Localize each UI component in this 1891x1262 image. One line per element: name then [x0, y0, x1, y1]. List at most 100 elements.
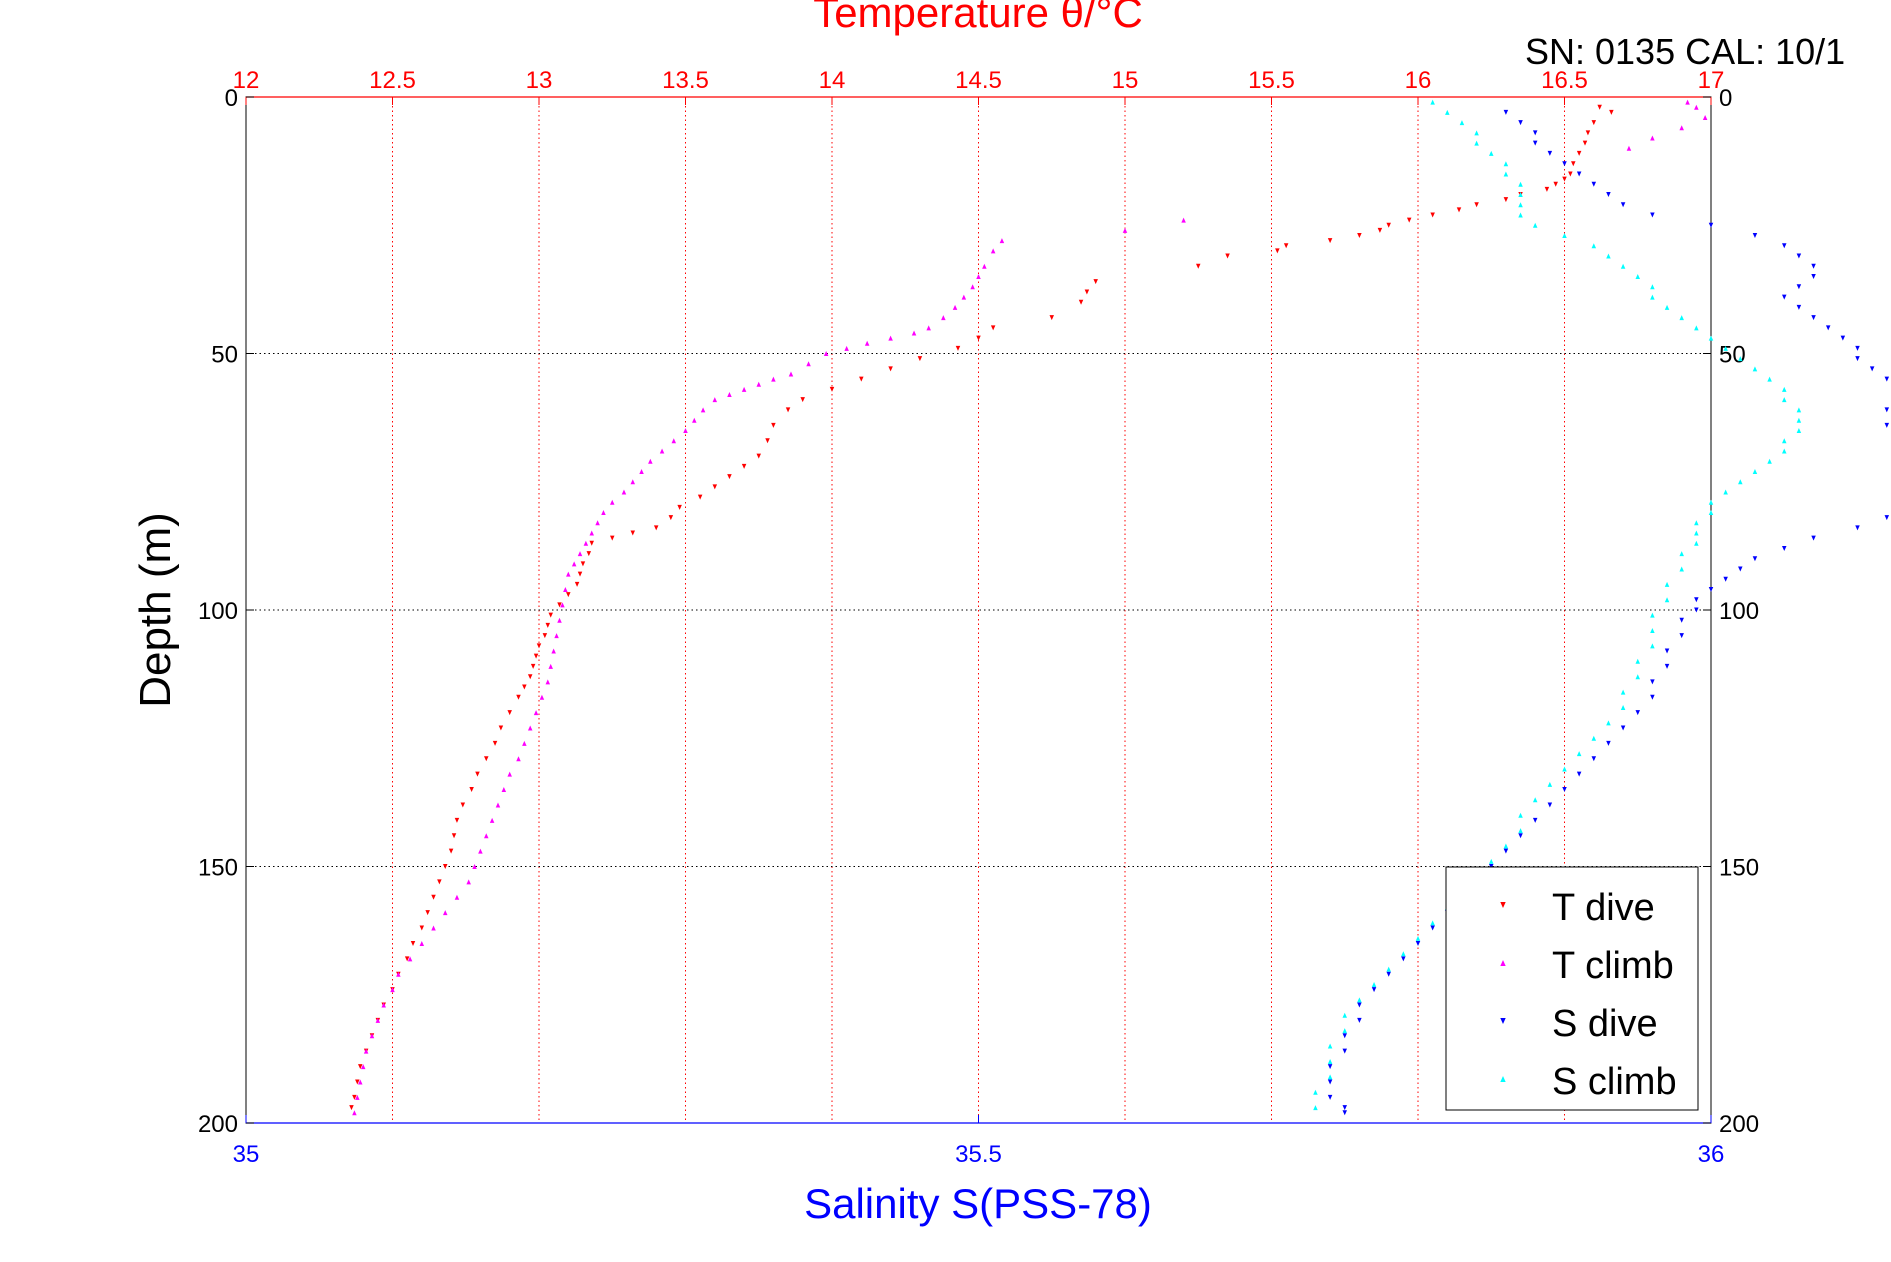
s-climb-point [1796, 407, 1802, 413]
legend-label-t-dive: T dive [1552, 887, 1655, 929]
t-dive-point [425, 910, 430, 916]
depth-tick-label-left: 100 [198, 598, 238, 625]
t-dive-point [1327, 238, 1333, 244]
s-dive-point [1738, 566, 1743, 572]
t-dive-point [1591, 120, 1597, 126]
t-climb-point [527, 725, 533, 731]
t-climb-point [700, 407, 706, 413]
t-dive-point [1283, 243, 1289, 249]
s-climb-point [1503, 171, 1509, 177]
t-climb-point [844, 345, 849, 351]
t-dive-point [352, 1094, 357, 1100]
t-dive-point [475, 771, 480, 777]
t-dive-point [771, 422, 776, 428]
s-dive-point [1562, 161, 1567, 167]
temperature-tick-label: 14.5 [955, 67, 1002, 94]
y-axis-label: Depth (m) [131, 512, 180, 708]
t-climb-point [771, 376, 776, 382]
t-dive-point [955, 345, 961, 351]
s-climb-point [1650, 643, 1655, 649]
s-climb-point [1371, 981, 1377, 987]
t-climb-point [466, 879, 471, 885]
t-dive-point [1275, 248, 1280, 254]
t-dive-point [1078, 299, 1084, 305]
t-climb-point [516, 756, 521, 762]
tick-layer: 12 12.5 13 13.5 14 14.5 15 15.5 16 16.5 170 050 5010… [198, 67, 1759, 1168]
s-dive-point [1796, 304, 1802, 310]
s-climb-point [1401, 951, 1406, 957]
t-climb-point [478, 848, 483, 854]
t-climb-point [557, 617, 562, 623]
t-climb-point [545, 679, 551, 685]
s-dive-point [1635, 710, 1640, 716]
s-dive-point [1532, 817, 1538, 823]
t-climb-point [727, 392, 732, 398]
s-climb-point [1327, 1043, 1333, 1049]
t-climb-point [533, 710, 539, 716]
s-dive-point [1825, 325, 1831, 331]
t-climb-point [522, 740, 527, 746]
t-dive-point [888, 366, 893, 372]
s-dive-point [1855, 345, 1860, 351]
t-climb-point [390, 987, 395, 993]
s-dive-point [1430, 925, 1435, 931]
s-climb-point [1532, 222, 1538, 228]
s-climb-point [1459, 120, 1465, 126]
s-climb-point [1796, 417, 1802, 423]
t-dive-point [451, 833, 457, 839]
t-climb-point [563, 586, 568, 592]
s-dive-point [1532, 140, 1538, 146]
t-climb-point [970, 284, 975, 290]
t-dive-point [574, 581, 580, 587]
t-dive-point [785, 407, 791, 413]
t-climb-point [976, 274, 981, 280]
s-climb-point [1694, 540, 1699, 546]
s-climb-point [1518, 828, 1523, 834]
s-dive-point [1694, 597, 1699, 603]
s-climb-point [1606, 253, 1611, 259]
t-dive-point [492, 740, 498, 746]
s-climb-point [1327, 1058, 1333, 1064]
t-climb-point [355, 1094, 360, 1100]
s-dive-point [1694, 607, 1699, 613]
s-dive-point [1518, 120, 1523, 126]
s-climb-point [1562, 766, 1567, 772]
t-dive-point [404, 956, 410, 962]
s-climb-point [1342, 1012, 1347, 1018]
s-climb-point [1489, 150, 1494, 156]
s-dive-point [1884, 515, 1890, 521]
t-climb-point [375, 1017, 381, 1023]
s-dive-point [1606, 191, 1611, 197]
temperature-tick-label: 13 [526, 67, 553, 94]
s-climb-point [1489, 858, 1494, 864]
t-dive-point [536, 643, 542, 649]
t-climb-point [1679, 125, 1684, 131]
t-climb-point [489, 817, 495, 823]
t-climb-point [571, 561, 577, 567]
t-dive-point [1474, 202, 1479, 208]
grid-layer [246, 97, 1711, 1123]
s-climb-point [1752, 366, 1758, 372]
s-climb-point [1327, 1074, 1333, 1080]
s-dive-point [1591, 181, 1597, 187]
s-climb-point [1445, 109, 1450, 115]
t-climb-point [381, 1002, 386, 1008]
t-dive-point [1225, 253, 1230, 259]
t-climb-point [419, 940, 425, 946]
legend-box [1445, 866, 1699, 1111]
t-climb-point [806, 361, 811, 367]
marker-layer [349, 99, 1890, 1116]
s-climb-point [1694, 325, 1699, 331]
t-dive-point [484, 756, 489, 762]
temperature-tick-label: 12.5 [369, 67, 416, 94]
s-climb-point [1606, 720, 1611, 726]
t-climb-point [554, 633, 559, 639]
s-climb-point [1723, 345, 1728, 351]
legend-entries: T dive T climb S dive S climb [1500, 887, 1677, 1103]
t-dive-point [653, 525, 659, 531]
s-climb-point [1796, 427, 1802, 433]
t-dive-point [469, 787, 474, 793]
legend-marker-s-dive [1500, 1018, 1506, 1024]
s-climb-point [1474, 140, 1479, 146]
